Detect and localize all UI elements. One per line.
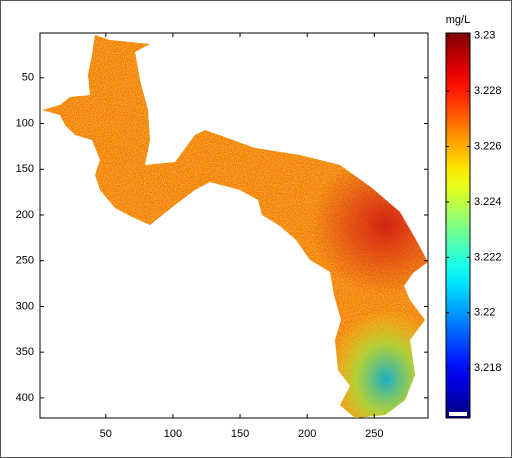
y-tick-label: 50 xyxy=(22,72,34,84)
x-tick-label: 250 xyxy=(365,428,383,440)
y-tick-label: 250 xyxy=(16,255,34,267)
y-tick-label: 350 xyxy=(16,346,34,358)
colorbar-label: mg/L xyxy=(446,14,470,26)
colorbar-tick-label: 3.226 xyxy=(474,140,502,152)
x-tick-label: 50 xyxy=(100,428,112,440)
colorbar-tick-label: 3.222 xyxy=(474,251,502,263)
x-tick-label: 100 xyxy=(164,428,182,440)
y-tick-label: 400 xyxy=(16,392,34,404)
y-tick-label: 300 xyxy=(16,300,34,312)
x-tick-label: 200 xyxy=(298,428,316,440)
y-tick-label: 150 xyxy=(16,163,34,175)
y-tick-label: 100 xyxy=(16,117,34,129)
colorbar-tick-label: 3.218 xyxy=(474,362,502,374)
colorbar-tick-label: 3.22 xyxy=(474,307,495,319)
x-tick-label: 150 xyxy=(231,428,249,440)
colorbar-tick-label: 3.228 xyxy=(474,85,502,97)
colorbar xyxy=(445,32,471,419)
y-tick-label: 200 xyxy=(16,209,34,221)
colorbar-tick-label: 3.23 xyxy=(474,30,495,42)
colorbar-under xyxy=(449,412,467,416)
colorbar-tick-label: 3.224 xyxy=(474,196,502,208)
